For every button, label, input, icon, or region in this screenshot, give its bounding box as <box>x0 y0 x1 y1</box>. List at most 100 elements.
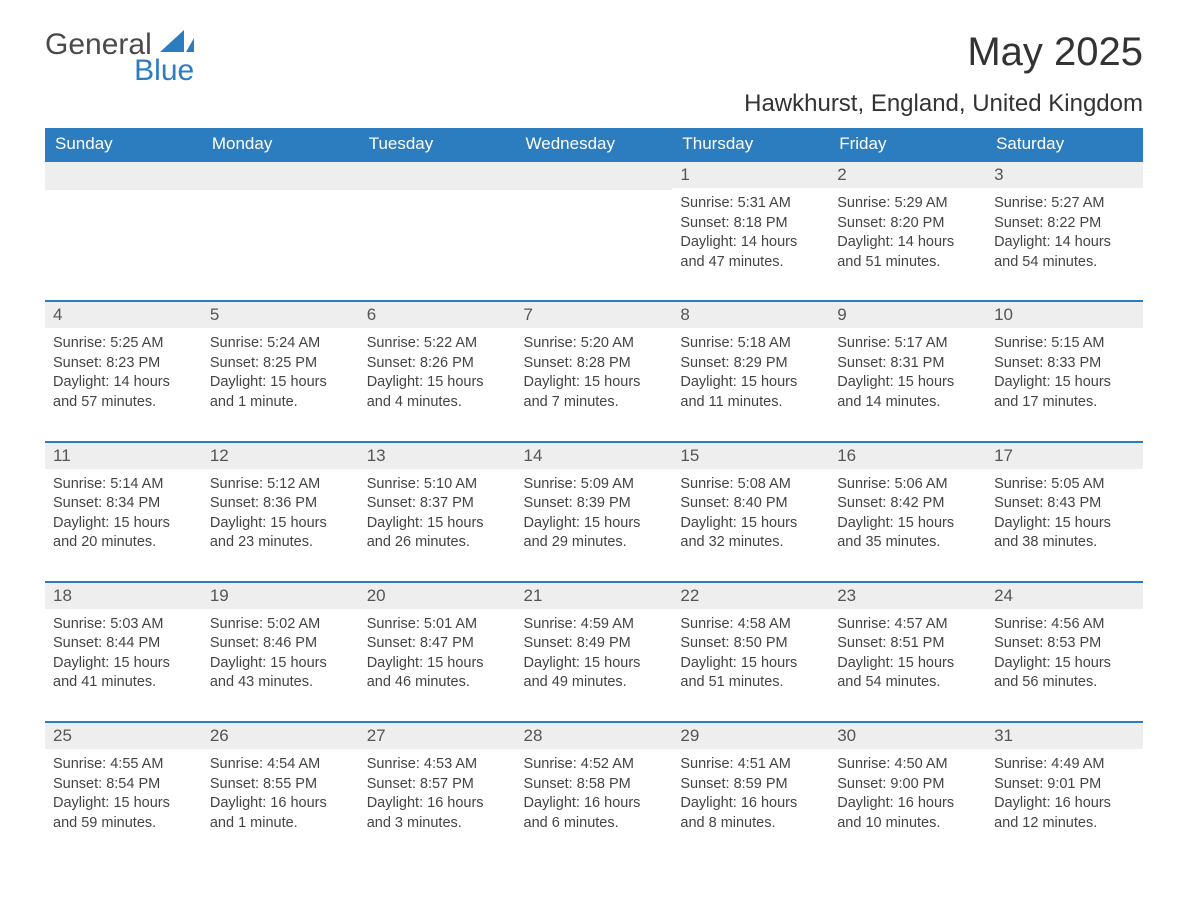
sunset-text: Sunset: 8:31 PM <box>837 354 978 374</box>
sunset-text: Sunset: 8:25 PM <box>210 354 351 374</box>
day-details: Sunrise: 5:15 AMSunset: 8:33 PMDaylight:… <box>986 328 1143 440</box>
sunset-text: Sunset: 8:29 PM <box>680 354 821 374</box>
daylight-text: Daylight: 16 hours and 12 minutes. <box>994 794 1135 833</box>
calendar-day-cell <box>45 161 202 301</box>
daylight-text: Daylight: 15 hours and 38 minutes. <box>994 514 1135 553</box>
day-details: Sunrise: 5:02 AMSunset: 8:46 PMDaylight:… <box>202 609 359 721</box>
sunrise-text: Sunrise: 4:49 AM <box>994 755 1135 775</box>
day-details: Sunrise: 5:27 AMSunset: 8:22 PMDaylight:… <box>986 188 1143 300</box>
day-number: 11 <box>45 443 202 469</box>
sunrise-text: Sunrise: 4:54 AM <box>210 755 351 775</box>
sunrise-text: Sunrise: 5:29 AM <box>837 194 978 214</box>
daylight-text: Daylight: 14 hours and 51 minutes. <box>837 233 978 272</box>
calendar-day-cell: 25Sunrise: 4:55 AMSunset: 8:54 PMDayligh… <box>45 722 202 861</box>
daylight-text: Daylight: 15 hours and 23 minutes. <box>210 514 351 553</box>
day-number: 23 <box>829 583 986 609</box>
day-details: Sunrise: 4:55 AMSunset: 8:54 PMDaylight:… <box>45 749 202 861</box>
calendar-day-cell: 13Sunrise: 5:10 AMSunset: 8:37 PMDayligh… <box>359 442 516 582</box>
daylight-text: Daylight: 15 hours and 54 minutes. <box>837 654 978 693</box>
day-number: 19 <box>202 583 359 609</box>
location-subtitle: Hawkhurst, England, United Kingdom <box>45 90 1143 118</box>
sunrise-text: Sunrise: 5:05 AM <box>994 475 1135 495</box>
day-details: Sunrise: 4:51 AMSunset: 8:59 PMDaylight:… <box>672 749 829 861</box>
sunset-text: Sunset: 8:59 PM <box>680 775 821 795</box>
day-details: Sunrise: 5:03 AMSunset: 8:44 PMDaylight:… <box>45 609 202 721</box>
day-number: 27 <box>359 723 516 749</box>
day-details: Sunrise: 5:29 AMSunset: 8:20 PMDaylight:… <box>829 188 986 300</box>
day-number: 26 <box>202 723 359 749</box>
daylight-text: Daylight: 15 hours and 35 minutes. <box>837 514 978 553</box>
sunrise-text: Sunrise: 5:01 AM <box>367 615 508 635</box>
sunrise-text: Sunrise: 4:52 AM <box>524 755 665 775</box>
calendar-day-cell: 8Sunrise: 5:18 AMSunset: 8:29 PMDaylight… <box>672 301 829 441</box>
day-number: 4 <box>45 302 202 328</box>
calendar-day-cell <box>516 161 673 301</box>
sunset-text: Sunset: 8:37 PM <box>367 494 508 514</box>
day-number: 31 <box>986 723 1143 749</box>
day-number: 7 <box>516 302 673 328</box>
sunrise-text: Sunrise: 5:03 AM <box>53 615 194 635</box>
day-number: 6 <box>359 302 516 328</box>
sunset-text: Sunset: 8:53 PM <box>994 634 1135 654</box>
sunrise-text: Sunrise: 4:51 AM <box>680 755 821 775</box>
empty-day-header <box>359 162 516 190</box>
sunrise-text: Sunrise: 5:18 AM <box>680 334 821 354</box>
sunset-text: Sunset: 8:55 PM <box>210 775 351 795</box>
day-details: Sunrise: 5:20 AMSunset: 8:28 PMDaylight:… <box>516 328 673 440</box>
day-details: Sunrise: 5:05 AMSunset: 8:43 PMDaylight:… <box>986 469 1143 581</box>
sunrise-text: Sunrise: 5:10 AM <box>367 475 508 495</box>
day-details: Sunrise: 5:24 AMSunset: 8:25 PMDaylight:… <box>202 328 359 440</box>
calendar-week-row: 11Sunrise: 5:14 AMSunset: 8:34 PMDayligh… <box>45 442 1143 582</box>
sunset-text: Sunset: 8:50 PM <box>680 634 821 654</box>
sunset-text: Sunset: 8:40 PM <box>680 494 821 514</box>
empty-day-content <box>516 190 673 224</box>
weekday-header: Friday <box>829 128 986 161</box>
day-details: Sunrise: 5:10 AMSunset: 8:37 PMDaylight:… <box>359 469 516 581</box>
sunrise-text: Sunrise: 5:17 AM <box>837 334 978 354</box>
daylight-text: Daylight: 15 hours and 32 minutes. <box>680 514 821 553</box>
day-details: Sunrise: 4:59 AMSunset: 8:49 PMDaylight:… <box>516 609 673 721</box>
day-details: Sunrise: 5:08 AMSunset: 8:40 PMDaylight:… <box>672 469 829 581</box>
sunset-text: Sunset: 8:23 PM <box>53 354 194 374</box>
calendar-day-cell: 15Sunrise: 5:08 AMSunset: 8:40 PMDayligh… <box>672 442 829 582</box>
day-details: Sunrise: 5:01 AMSunset: 8:47 PMDaylight:… <box>359 609 516 721</box>
calendar-day-cell: 17Sunrise: 5:05 AMSunset: 8:43 PMDayligh… <box>986 442 1143 582</box>
sunset-text: Sunset: 8:47 PM <box>367 634 508 654</box>
day-number: 25 <box>45 723 202 749</box>
sunrise-text: Sunrise: 4:59 AM <box>524 615 665 635</box>
daylight-text: Daylight: 16 hours and 1 minute. <box>210 794 351 833</box>
sunrise-text: Sunrise: 5:24 AM <box>210 334 351 354</box>
daylight-text: Daylight: 15 hours and 11 minutes. <box>680 373 821 412</box>
sunset-text: Sunset: 8:20 PM <box>837 214 978 234</box>
daylight-text: Daylight: 15 hours and 46 minutes. <box>367 654 508 693</box>
day-number: 15 <box>672 443 829 469</box>
calendar-day-cell: 2Sunrise: 5:29 AMSunset: 8:20 PMDaylight… <box>829 161 986 301</box>
sunrise-text: Sunrise: 4:56 AM <box>994 615 1135 635</box>
sunset-text: Sunset: 8:42 PM <box>837 494 978 514</box>
sunrise-text: Sunrise: 5:02 AM <box>210 615 351 635</box>
daylight-text: Daylight: 16 hours and 3 minutes. <box>367 794 508 833</box>
page-title: May 2025 <box>967 30 1143 75</box>
daylight-text: Daylight: 16 hours and 10 minutes. <box>837 794 978 833</box>
daylight-text: Daylight: 15 hours and 56 minutes. <box>994 654 1135 693</box>
daylight-text: Daylight: 14 hours and 54 minutes. <box>994 233 1135 272</box>
daylight-text: Daylight: 15 hours and 14 minutes. <box>837 373 978 412</box>
day-details: Sunrise: 5:12 AMSunset: 8:36 PMDaylight:… <box>202 469 359 581</box>
calendar-day-cell: 3Sunrise: 5:27 AMSunset: 8:22 PMDaylight… <box>986 161 1143 301</box>
sunset-text: Sunset: 8:28 PM <box>524 354 665 374</box>
calendar-day-cell: 21Sunrise: 4:59 AMSunset: 8:49 PMDayligh… <box>516 582 673 722</box>
day-details: Sunrise: 4:50 AMSunset: 9:00 PMDaylight:… <box>829 749 986 861</box>
day-details: Sunrise: 5:31 AMSunset: 8:18 PMDaylight:… <box>672 188 829 300</box>
sunset-text: Sunset: 8:57 PM <box>367 775 508 795</box>
sunset-text: Sunset: 8:46 PM <box>210 634 351 654</box>
daylight-text: Daylight: 15 hours and 17 minutes. <box>994 373 1135 412</box>
calendar-table: Sunday Monday Tuesday Wednesday Thursday… <box>45 128 1143 861</box>
empty-day-content <box>45 190 202 224</box>
calendar-week-row: 18Sunrise: 5:03 AMSunset: 8:44 PMDayligh… <box>45 582 1143 722</box>
daylight-text: Daylight: 15 hours and 29 minutes. <box>524 514 665 553</box>
day-details: Sunrise: 5:18 AMSunset: 8:29 PMDaylight:… <box>672 328 829 440</box>
sunset-text: Sunset: 8:26 PM <box>367 354 508 374</box>
calendar-day-cell: 14Sunrise: 5:09 AMSunset: 8:39 PMDayligh… <box>516 442 673 582</box>
sunrise-text: Sunrise: 5:25 AM <box>53 334 194 354</box>
daylight-text: Daylight: 15 hours and 4 minutes. <box>367 373 508 412</box>
